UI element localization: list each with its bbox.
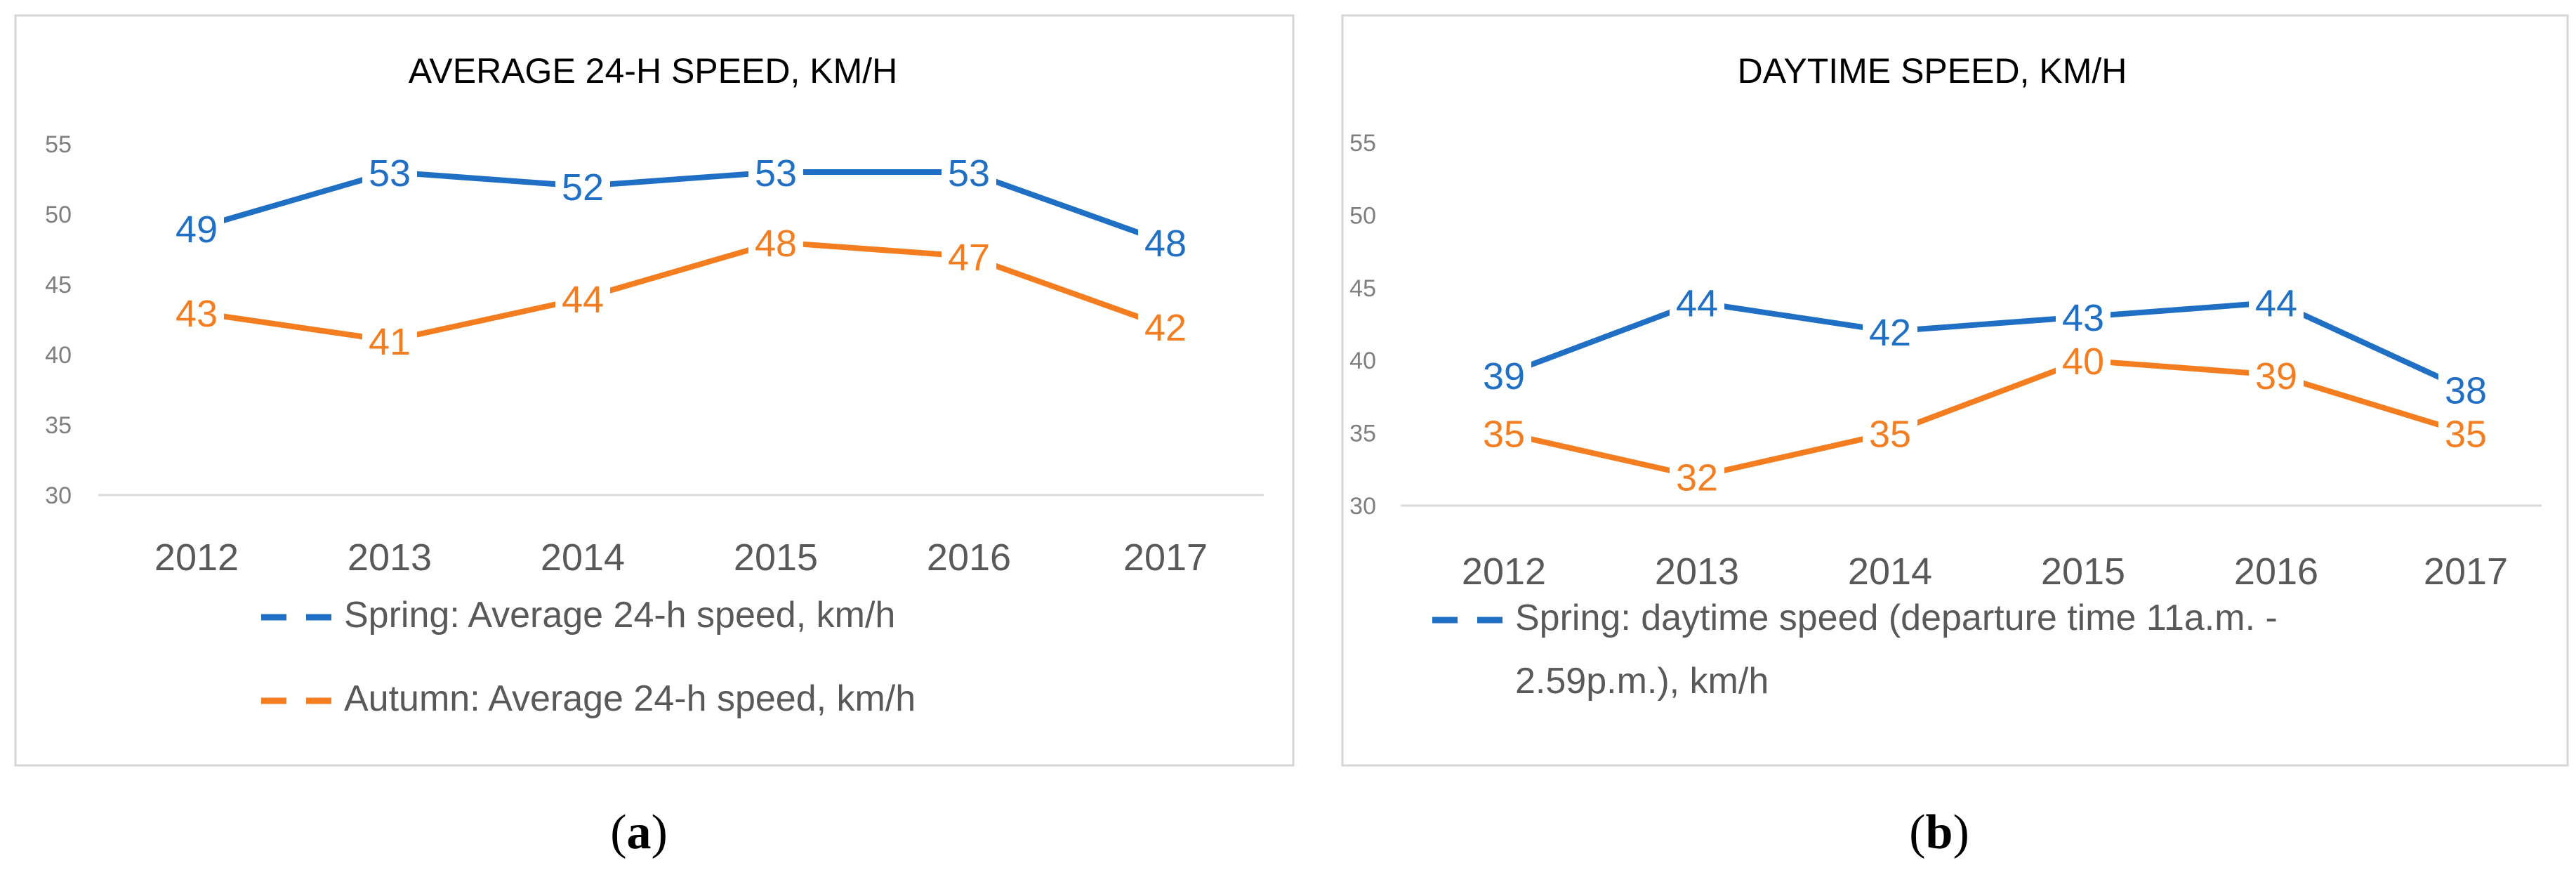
series-line-spring xyxy=(1501,299,2469,393)
y-tick-label: 40 xyxy=(45,342,72,369)
caption-letter: a xyxy=(627,805,652,860)
data-label: 43 xyxy=(176,293,218,335)
y-tick-label: 35 xyxy=(45,412,72,439)
y-tick-label: 40 xyxy=(1349,348,1376,374)
data-label: 44 xyxy=(562,279,604,321)
panel-caption: (a) xyxy=(610,805,668,860)
data-label-background xyxy=(748,155,803,195)
x-tick-label: 2013 xyxy=(1655,551,1739,593)
y-tick-label: 50 xyxy=(1349,202,1376,229)
data-label-background xyxy=(1138,310,1193,349)
data-label: 47 xyxy=(948,237,990,279)
x-tick-label: 2017 xyxy=(1123,536,1208,579)
data-label-background xyxy=(362,324,417,363)
data-label-background xyxy=(2056,300,2111,340)
data-label: 48 xyxy=(1144,223,1187,265)
legend-label: Spring: daytime speed (departure time 11… xyxy=(1515,598,2278,638)
data-label-background xyxy=(1863,314,1917,354)
data-label: 32 xyxy=(1676,457,1718,499)
x-tick-label: 2016 xyxy=(927,536,1011,579)
data-label-background xyxy=(942,239,996,279)
data-label-background xyxy=(2249,357,2304,397)
x-tick-label: 2012 xyxy=(1462,551,1546,593)
caption-paren-open: ( xyxy=(1909,805,1925,860)
data-label: 52 xyxy=(562,166,604,209)
data-label: 44 xyxy=(1676,282,1718,324)
data-label-background xyxy=(1670,459,1724,499)
caption-letter: b xyxy=(1926,805,1953,860)
data-label-background xyxy=(169,296,224,335)
legend-label: Autumn: Average 24-h speed, km/h xyxy=(344,678,916,719)
data-label-background xyxy=(555,169,610,209)
data-label-background xyxy=(1670,285,1724,325)
data-label: 53 xyxy=(948,152,990,195)
data-label: 53 xyxy=(755,152,797,195)
data-label-background xyxy=(362,155,417,195)
y-tick-label: 30 xyxy=(45,482,72,509)
data-label-background xyxy=(2249,285,2304,325)
data-label: 35 xyxy=(1483,414,1525,456)
y-tick-label: 45 xyxy=(45,272,72,298)
data-label-background xyxy=(2438,416,2493,456)
data-label-background xyxy=(748,225,803,265)
y-tick-label: 30 xyxy=(1349,493,1376,520)
chart-frame xyxy=(14,14,1295,767)
data-label: 41 xyxy=(369,321,411,363)
x-tick-label: 2017 xyxy=(2424,551,2508,593)
data-label-background xyxy=(1863,416,1917,456)
chart-title: AVERAGE 24-H SPEED, KM/H xyxy=(409,51,897,91)
data-label: 35 xyxy=(1869,414,1911,456)
data-label-background xyxy=(1477,357,1531,397)
chart-frame xyxy=(1341,14,2569,767)
chart-panel-a: AVERAGE 24-H SPEED, KM/H 30 35 40 45 50 55 2012… xyxy=(14,14,1295,860)
chart-title: DAYTIME SPEED, KM/H xyxy=(1738,51,2127,91)
data-label: 53 xyxy=(369,152,411,195)
series-line-autumn xyxy=(194,239,1168,343)
data-label-background xyxy=(942,155,996,195)
y-tick-label: 55 xyxy=(45,131,72,158)
x-tick-label: 2014 xyxy=(1848,551,1932,593)
data-label-background xyxy=(169,211,224,251)
caption-paren-close: ) xyxy=(652,805,668,860)
y-tick-label: 45 xyxy=(1349,275,1376,302)
caption-paren-open: ( xyxy=(610,805,626,860)
data-label: 48 xyxy=(755,223,797,265)
caption-paren-close: ) xyxy=(1953,805,1969,860)
y-tick-label: 35 xyxy=(1349,421,1376,447)
data-label: 35 xyxy=(2445,414,2487,456)
series-line-autumn xyxy=(1501,357,2469,480)
legend-label: 2.59p.m.), km/h xyxy=(1515,661,1769,702)
x-tick-label: 2013 xyxy=(348,536,432,579)
x-tick-label: 2015 xyxy=(734,536,818,579)
data-label: 43 xyxy=(2062,297,2104,339)
x-tick-label: 2014 xyxy=(541,536,625,579)
legend-label: Spring: Average 24-h speed, km/h xyxy=(344,595,895,636)
data-label: 38 xyxy=(2445,370,2487,412)
data-label: 40 xyxy=(2062,341,2104,383)
panel-caption: (b) xyxy=(1909,805,1969,860)
data-label-background xyxy=(2438,372,2493,412)
x-tick-label: 2016 xyxy=(2234,551,2318,593)
data-label: 42 xyxy=(1869,312,1911,354)
y-tick-label: 50 xyxy=(45,202,72,228)
data-label-background xyxy=(1138,225,1193,265)
data-label: 39 xyxy=(2255,355,2297,397)
data-label: 39 xyxy=(1483,355,1525,397)
data-label: 44 xyxy=(2255,282,2297,324)
data-label-background xyxy=(1477,416,1531,456)
chart-panel-b: DAYTIME SPEED, KM/H 30 35 40 45 50 55 2012 2013 2… xyxy=(1341,14,2569,860)
data-label-background xyxy=(555,282,610,321)
x-tick-label: 2015 xyxy=(2041,551,2125,593)
x-tick-label: 2012 xyxy=(154,536,239,579)
y-tick-label: 55 xyxy=(1349,130,1376,157)
series-line-spring xyxy=(194,169,1168,245)
data-label: 49 xyxy=(176,209,218,251)
data-label: 42 xyxy=(1144,307,1187,349)
data-label-background xyxy=(2056,343,2111,383)
